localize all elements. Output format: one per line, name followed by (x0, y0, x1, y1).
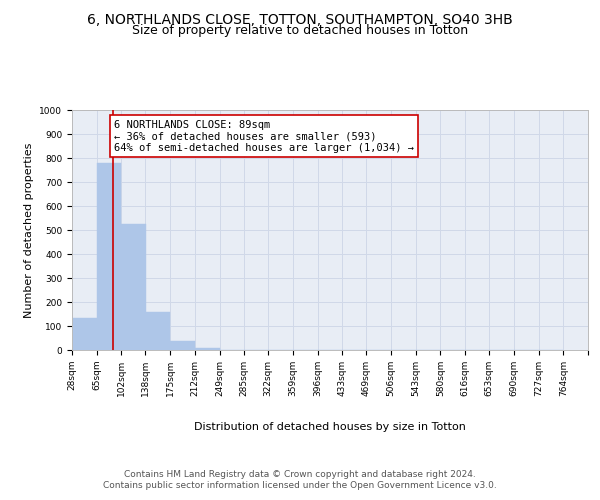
Bar (121, 224, 146, 350)
Text: Contains HM Land Registry data © Crown copyright and database right 2024.: Contains HM Land Registry data © Crown c… (124, 470, 476, 479)
Bar (72, 318, 97, 350)
Text: Size of property relative to detached houses in Totton: Size of property relative to detached ho… (132, 24, 468, 37)
Bar (195, 348, 220, 350)
Text: 6 NORTHLANDS CLOSE: 89sqm
← 36% of detached houses are smaller (593)
64% of semi: 6 NORTHLANDS CLOSE: 89sqm ← 36% of detac… (114, 120, 414, 153)
Y-axis label: Number of detached properties: Number of detached properties (24, 142, 34, 318)
Text: Distribution of detached houses by size in Totton: Distribution of detached houses by size … (194, 422, 466, 432)
Bar (97, 163, 121, 350)
Text: 6, NORTHLANDS CLOSE, TOTTON, SOUTHAMPTON, SO40 3HB: 6, NORTHLANDS CLOSE, TOTTON, SOUTHAMPTON… (87, 12, 513, 26)
Bar (170, 341, 195, 350)
Bar (145, 312, 170, 350)
Text: Contains public sector information licensed under the Open Government Licence v3: Contains public sector information licen… (103, 481, 497, 490)
